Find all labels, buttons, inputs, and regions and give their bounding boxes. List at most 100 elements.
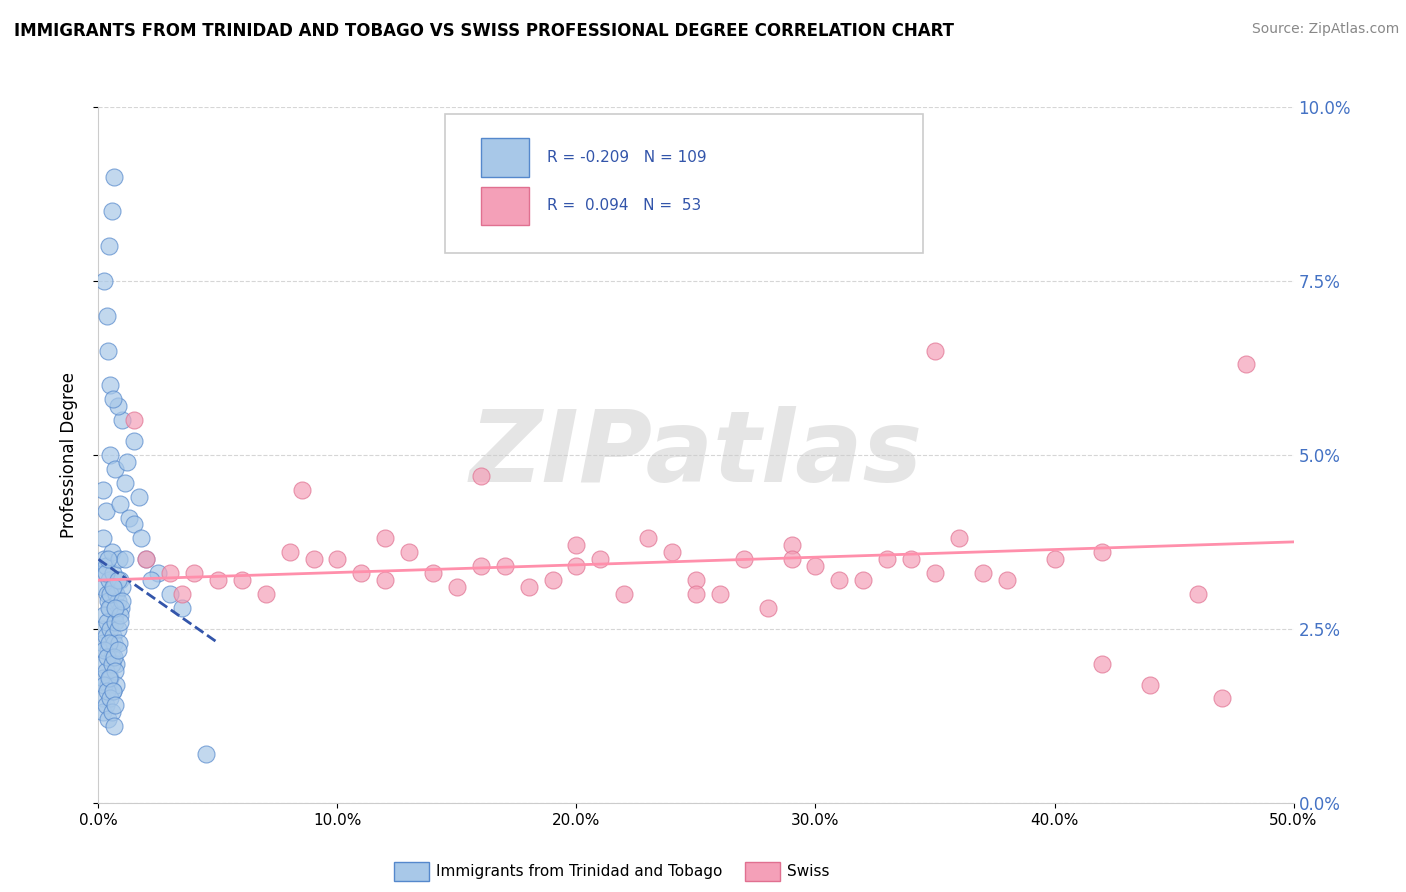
Point	[124, 434, 146, 448]
Point	[350, 566, 373, 581]
Point	[637, 532, 659, 546]
Point	[91, 566, 114, 581]
Point	[101, 580, 124, 594]
Point	[1091, 545, 1114, 559]
Point	[104, 664, 127, 678]
Point	[98, 636, 121, 650]
Point	[685, 573, 707, 587]
Point	[103, 169, 125, 184]
Point	[374, 532, 396, 546]
Point	[107, 636, 129, 650]
Point	[172, 601, 194, 615]
Point	[91, 671, 114, 685]
Point	[291, 483, 314, 497]
Point	[100, 706, 122, 720]
Point	[91, 636, 114, 650]
Point	[995, 573, 1018, 587]
Point	[207, 573, 229, 587]
Point	[103, 580, 125, 594]
Point	[107, 594, 129, 608]
Point	[100, 657, 122, 671]
Point	[278, 545, 301, 559]
Point	[108, 615, 131, 629]
Point	[613, 587, 636, 601]
Point	[94, 664, 117, 678]
Point	[900, 552, 922, 566]
Point	[107, 642, 129, 657]
Point	[709, 587, 731, 601]
Point	[733, 552, 755, 566]
Point	[98, 378, 122, 392]
Point	[110, 601, 132, 615]
Text: Source: ZipAtlas.com: Source: ZipAtlas.com	[1251, 22, 1399, 37]
Point	[1211, 691, 1233, 706]
Point	[105, 587, 128, 601]
Point	[107, 399, 129, 413]
Point	[101, 684, 124, 698]
Point	[852, 573, 875, 587]
Point	[98, 671, 122, 685]
Point	[97, 552, 120, 566]
Point	[780, 552, 803, 566]
Point	[302, 552, 325, 566]
FancyBboxPatch shape	[446, 114, 922, 253]
Point	[101, 684, 124, 698]
Point	[804, 559, 827, 574]
Point	[98, 573, 121, 587]
Text: R =  0.094   N =  53: R = 0.094 N = 53	[547, 198, 700, 213]
Point	[183, 566, 205, 581]
Point	[1043, 552, 1066, 566]
Point	[148, 566, 170, 581]
Point	[589, 552, 612, 566]
Point	[494, 559, 516, 574]
Point	[128, 490, 150, 504]
Point	[115, 455, 138, 469]
Point	[780, 538, 803, 552]
Point	[135, 552, 157, 566]
Point	[97, 594, 120, 608]
Point	[104, 698, 127, 713]
Point	[172, 587, 194, 601]
Point	[97, 677, 120, 691]
Point	[93, 274, 115, 288]
Point	[1139, 677, 1161, 691]
Point	[661, 545, 683, 559]
Point	[94, 698, 117, 713]
Point	[108, 573, 131, 587]
Point	[91, 706, 114, 720]
Point	[231, 573, 253, 587]
Text: ZIPatlas: ZIPatlas	[470, 407, 922, 503]
Point	[97, 642, 120, 657]
Point	[685, 587, 707, 601]
Point	[104, 607, 127, 622]
Point	[94, 629, 117, 643]
Point	[98, 587, 122, 601]
Point	[107, 552, 129, 566]
Text: R = -0.209   N = 109: R = -0.209 N = 109	[547, 150, 706, 165]
Point	[98, 601, 122, 615]
Point	[111, 413, 134, 427]
Point	[103, 636, 125, 650]
Point	[111, 580, 134, 594]
Point	[91, 657, 114, 671]
Point	[98, 601, 121, 615]
Point	[446, 580, 468, 594]
Point	[101, 392, 124, 407]
Point	[94, 566, 117, 581]
Point	[105, 657, 128, 671]
Point	[1234, 358, 1257, 372]
Text: IMMIGRANTS FROM TRINIDAD AND TOBAGO VS SWISS PROFESSIONAL DEGREE CORRELATION CHA: IMMIGRANTS FROM TRINIDAD AND TOBAGO VS S…	[14, 22, 955, 40]
Point	[195, 747, 218, 761]
Point	[93, 552, 115, 566]
Point	[104, 462, 127, 476]
Point	[1091, 657, 1114, 671]
Point	[96, 684, 118, 698]
Point	[105, 677, 128, 691]
Point	[101, 566, 124, 581]
Point	[828, 573, 851, 587]
Point	[470, 468, 492, 483]
Point	[948, 532, 970, 546]
Text: Swiss: Swiss	[787, 864, 830, 879]
Point	[97, 343, 120, 358]
Point	[101, 629, 124, 643]
